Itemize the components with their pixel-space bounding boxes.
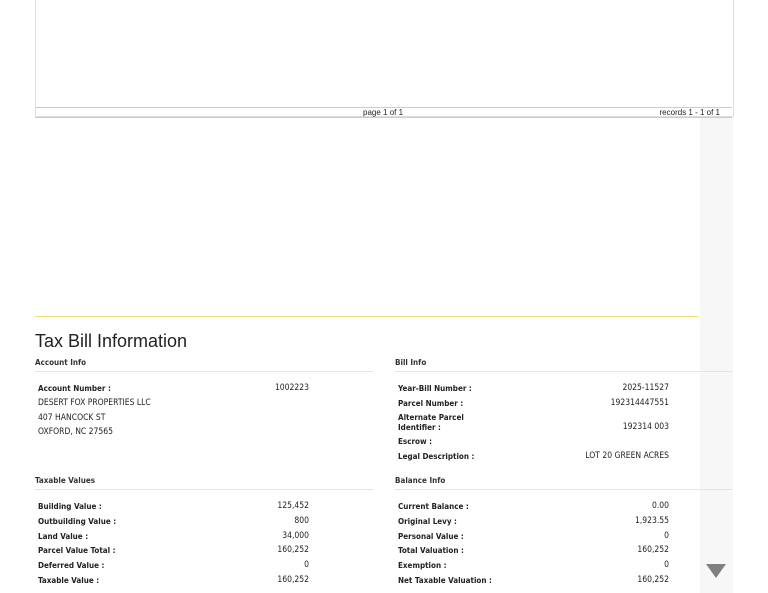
balance-label: Current Balance : (398, 502, 469, 511)
taxable-label: Deferred Value : (38, 561, 105, 570)
balance-value: 0 (664, 531, 669, 541)
section-divider (35, 316, 699, 317)
taxable-value: 34,000 (282, 531, 309, 541)
bill-label: Escrow : (398, 437, 432, 446)
taxable-value: 125,452 (277, 501, 309, 511)
owner-name: DESERT FOX PROPERTIES LLC (38, 398, 151, 408)
address-line-1: 407 HANCOCK ST (38, 413, 106, 423)
account-number-value: 1002223 (274, 383, 309, 393)
balance-value: 0 (664, 560, 669, 570)
bill-value: 2025-11527 (622, 383, 669, 393)
bill-value: LOT 20 GREEN ACRES (585, 451, 669, 461)
balance-label: Exemption : (398, 561, 447, 570)
taxable-value: 160,252 (277, 575, 309, 585)
page-indicator: page 1 of 1 (363, 108, 404, 117)
account-number-label: Account Number : (38, 384, 111, 393)
taxable-label: Taxable Value : (38, 576, 100, 585)
balance-label: Net Taxable Valuation : (398, 576, 492, 585)
taxable-values-header: Taxable Values (35, 476, 373, 490)
taxable-label: Building Value : (38, 502, 102, 511)
bill-info-header: Bill Info (395, 358, 733, 372)
balance-value: 160,252 (637, 575, 669, 585)
results-grid (35, 0, 734, 117)
balance-label: Original Levy : (398, 517, 457, 526)
taxable-label: Parcel Value Total : (38, 546, 116, 555)
bill-label: Year-Bill Number : (398, 384, 472, 393)
grid-pager: page 1 of 1 records 1 - 1 of 1 (35, 107, 732, 118)
page-title: Tax Bill Information (35, 331, 188, 351)
address-line-2: OXFORD, NC 27565 (38, 427, 113, 437)
records-indicator: records 1 - 1 of 1 (659, 108, 720, 117)
taxable-label: Land Value : (38, 532, 89, 541)
bill-value: 192314 003 (622, 422, 669, 432)
account-info-header: Account Info (35, 358, 373, 372)
bill-value: 192314447551 (610, 398, 669, 408)
bill-label: Legal Description : (398, 452, 475, 461)
taxable-label: Outbuilding Value : (38, 517, 117, 526)
taxable-value: 160,252 (277, 545, 309, 555)
bill-label: Alternate Parcel Identifier : (398, 413, 464, 432)
bill-label: Parcel Number : (398, 399, 464, 408)
balance-info-header: Balance Info (395, 476, 733, 490)
balance-value: 1,923.55 (634, 516, 669, 526)
balance-value: 0.00 (651, 501, 669, 511)
taxable-value: 0 (304, 560, 309, 570)
balance-label: Total Valuation : (398, 546, 464, 555)
balance-value: 160,252 (637, 545, 669, 555)
balance-label: Personal Value : (398, 532, 464, 541)
scroll-down-icon[interactable] (706, 564, 726, 578)
taxable-value: 800 (294, 516, 309, 526)
